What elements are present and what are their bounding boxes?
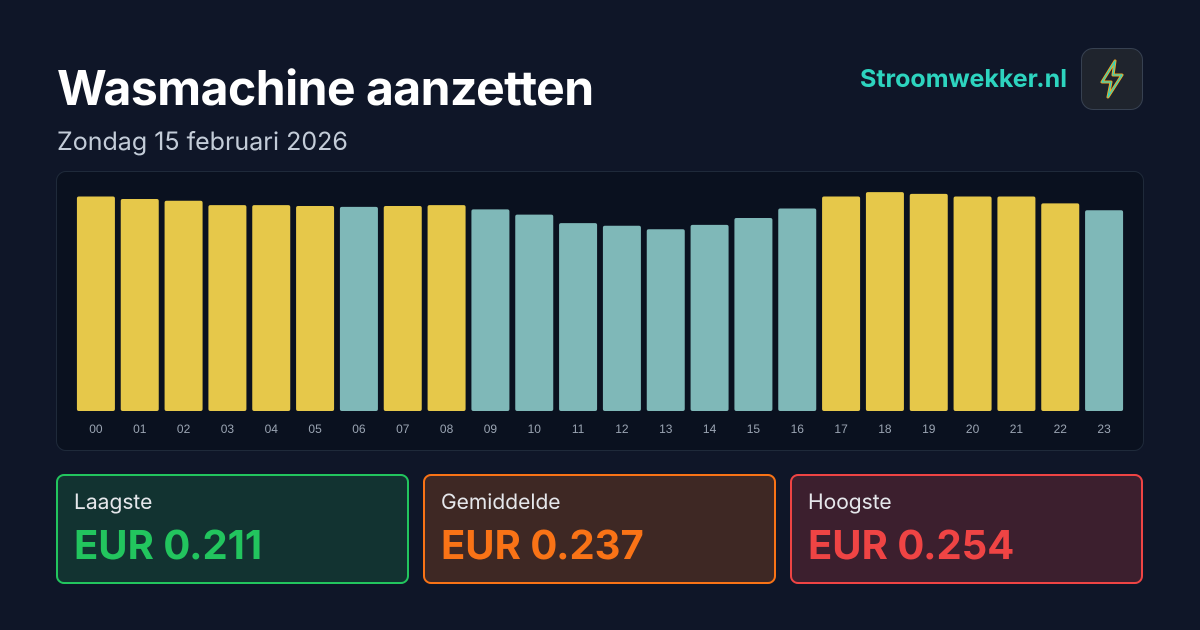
x-tick-label: 18 <box>878 422 892 436</box>
x-tick-label: 23 <box>1097 422 1111 436</box>
bar <box>734 218 773 411</box>
bar <box>1085 210 1124 411</box>
bar <box>602 225 641 411</box>
bar <box>822 196 861 411</box>
bar <box>252 205 291 411</box>
x-tick-label: 17 <box>834 422 848 436</box>
x-tick-label: 20 <box>966 422 980 436</box>
stat-card: Laagste EUR 0.211 <box>56 474 409 584</box>
bar <box>909 193 948 411</box>
x-tick-label: 13 <box>659 422 673 436</box>
stat-value: EUR 0.211 <box>74 520 263 569</box>
stat-value: EUR 0.237 <box>441 520 644 569</box>
subtitle: Zondag 15 februari 2026 <box>57 127 348 157</box>
bar <box>690 224 729 411</box>
x-tick-label: 08 <box>440 422 454 436</box>
bar <box>1041 203 1080 411</box>
x-tick-label: 10 <box>528 422 542 436</box>
bar <box>997 196 1036 411</box>
x-tick-label: 15 <box>747 422 761 436</box>
x-tick-label: 19 <box>922 422 936 436</box>
x-tick-label: 01 <box>133 422 147 436</box>
bar <box>76 196 115 411</box>
x-tick-label: 02 <box>177 422 191 436</box>
bar <box>778 208 817 411</box>
stat-value: EUR 0.254 <box>808 520 1015 569</box>
bolt-icon <box>1100 59 1124 99</box>
bar <box>646 229 685 411</box>
bar <box>296 205 335 411</box>
x-tick-label: 00 <box>89 422 103 436</box>
bar <box>865 192 904 411</box>
stat-label: Gemiddelde <box>441 490 561 515</box>
x-tick-label: 04 <box>265 422 279 436</box>
bar <box>471 209 510 411</box>
bar <box>383 205 422 411</box>
bar <box>953 196 992 411</box>
x-tick-label: 03 <box>221 422 235 436</box>
bar <box>339 206 378 411</box>
x-tick-label: 09 <box>484 422 498 436</box>
bar <box>559 223 598 411</box>
stat-card: Hoogste EUR 0.254 <box>790 474 1143 584</box>
x-tick-label: 06 <box>352 422 366 436</box>
x-tick-label: 22 <box>1054 422 1068 436</box>
bar <box>164 200 203 411</box>
stat-label: Laagste <box>74 490 153 515</box>
stat-card: Gemiddelde EUR 0.237 <box>423 474 776 584</box>
x-tick-label: 14 <box>703 422 717 436</box>
x-tick-label: 16 <box>791 422 805 436</box>
x-tick-label: 05 <box>308 422 322 436</box>
bar <box>208 205 247 411</box>
brand-name: Stroomwekker.nl <box>859 64 1067 94</box>
title: Wasmachine aanzetten <box>57 58 594 117</box>
brand-icon <box>1081 48 1143 110</box>
bar <box>427 205 466 411</box>
x-tick-label: 21 <box>1010 422 1024 436</box>
stat-label: Hoogste <box>808 490 892 515</box>
x-tick-label: 07 <box>396 422 410 436</box>
bar <box>120 199 159 411</box>
bar <box>515 214 554 411</box>
x-tick-label: 12 <box>615 422 629 436</box>
x-tick-label: 11 <box>572 422 585 436</box>
